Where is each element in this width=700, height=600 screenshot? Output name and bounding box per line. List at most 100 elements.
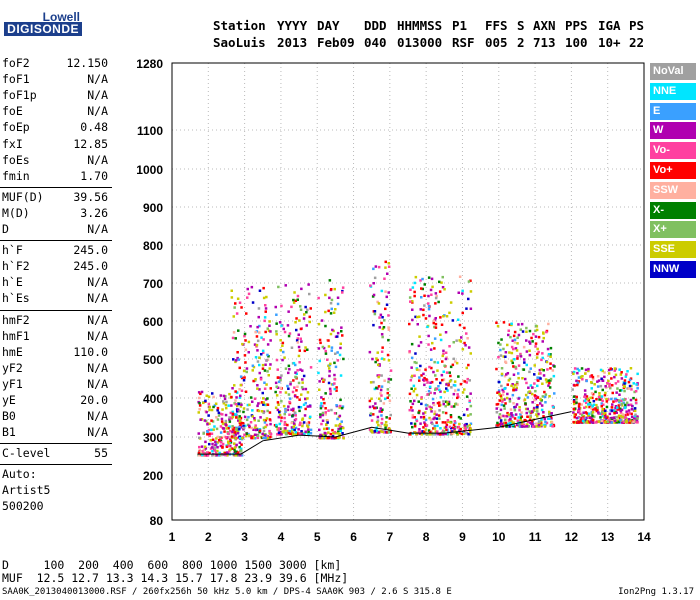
echo-point [534,329,537,333]
echo-point [614,373,618,377]
echo-point [379,425,382,428]
x-tick-label: 4 [278,530,285,544]
echo-point [632,382,635,385]
echo-point [258,324,261,328]
echo-point [576,383,579,387]
echo-point [214,443,217,446]
echo-point [465,307,468,310]
echo-point [513,417,517,420]
echo-point [585,416,588,419]
echo-point [410,422,413,425]
echo-point [380,321,383,325]
echo-point [296,369,299,372]
echo-point [611,403,614,406]
echo-point [230,447,234,450]
echo-point [238,445,241,449]
echo-point [424,418,428,422]
echo-point [630,388,633,391]
echo-point [389,430,392,433]
echo-point [435,413,438,416]
echo-point [528,390,531,393]
echo-point [236,410,239,413]
echo-point [440,323,444,326]
echo-point [469,392,472,395]
echo-point [283,429,286,432]
echo-point [573,407,577,410]
echo-point [230,395,233,399]
echo-point [235,391,239,394]
echo-point [216,446,219,449]
echo-point [613,375,616,379]
echo-point [319,433,322,437]
echo-point [266,437,269,440]
echo-point [442,378,446,381]
echo-point [572,395,576,398]
echo-point [551,369,555,372]
echo-point [297,428,300,431]
echo-point [207,428,211,432]
echo-point [612,400,615,403]
echo-point [429,381,432,384]
echo-point [385,416,388,419]
echo-point [213,453,217,457]
echo-point [630,412,633,416]
echo-point [583,417,587,420]
echo-point [442,370,445,373]
echo-point [300,386,304,389]
echo-point [421,287,424,291]
echo-point [508,351,511,354]
echo-point [228,392,231,396]
echo-point [249,421,253,424]
echo-point [609,409,612,412]
echo-point [445,423,449,427]
echo-point [607,368,611,372]
echo-point [599,395,602,398]
echo-point [379,430,382,433]
echo-point [386,388,390,391]
echo-point [503,387,506,390]
echo-point [336,302,340,306]
echo-point [261,363,265,367]
echo-point [286,384,289,388]
echo-point [456,403,459,406]
echo-point [449,365,453,369]
echo-point [466,425,469,428]
echo-point [297,333,300,336]
echo-point [410,406,413,409]
echo-point [204,447,208,450]
echo-point [260,353,263,356]
echo-point [438,409,441,412]
echo-point [340,406,344,410]
echo-point [469,422,473,425]
echo-point [247,434,251,437]
param-row: fmin 1.70 [2,169,108,185]
echo-point [338,404,342,408]
echo-point [238,435,241,439]
echo-point [425,407,428,410]
echo-point [593,383,596,386]
echo-point [333,382,336,385]
echo-point [221,445,224,449]
header-row2-cell: RSF [452,35,475,50]
echo-point [512,402,515,405]
echo-point [321,411,325,415]
echo-point [292,301,296,304]
echo-point [213,425,216,428]
echo-point [517,416,520,419]
echo-point [198,404,202,407]
echo-point [633,414,637,418]
echo-point [591,378,595,381]
echo-point [632,417,636,420]
header-row2-cell: Feb09 [317,35,355,50]
echo-point [431,341,434,345]
echo-point [530,410,534,413]
echo-point [503,421,506,425]
echo-point [218,438,221,442]
echo-point [372,413,375,416]
echo-point [608,382,611,386]
echo-point [298,423,301,427]
echo-point [414,275,418,279]
echo-point [617,420,621,424]
echo-point [280,433,283,436]
header-row1-cell: YYYY [277,18,308,33]
